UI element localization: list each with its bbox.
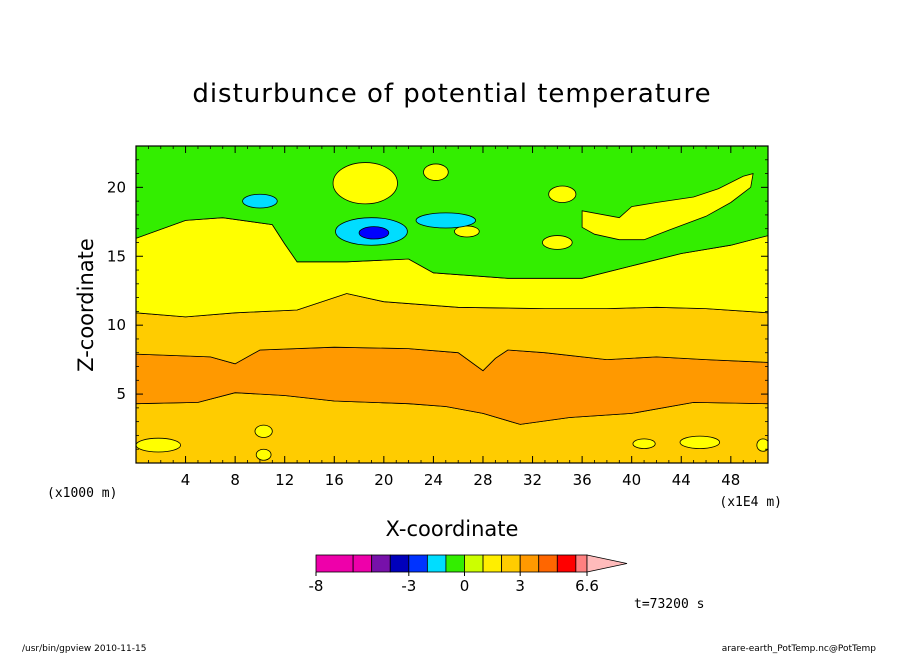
colorbar-segment <box>315 554 354 573</box>
colorbar-segment <box>575 554 588 573</box>
x-unit-left: (x1000 m) <box>47 486 117 501</box>
contour-island-3 <box>632 438 656 449</box>
colorbar-label: 6.6 <box>575 577 599 595</box>
colorbar-segment <box>519 554 540 573</box>
x-tick-label: 32 <box>523 471 542 489</box>
y-axis-ticks: 5 10 15 20 <box>107 159 768 450</box>
y-axis-title: Z-coordinate <box>74 238 98 372</box>
contour-island-14 <box>358 226 390 240</box>
contour-island-4 <box>679 435 721 449</box>
contour-island-6 <box>332 162 398 205</box>
x-tick-label: 24 <box>424 471 443 489</box>
x-axis-title: X-coordinate <box>386 517 519 541</box>
contour-island-11 <box>242 193 278 209</box>
colorbar-label: 0 <box>460 577 470 595</box>
plot-area <box>136 146 768 463</box>
x-unit-right: (x1E4 m) <box>719 495 782 510</box>
contour-island-5 <box>756 438 768 452</box>
x-tick-label: 28 <box>473 471 492 489</box>
contour-island-10 <box>542 235 573 250</box>
x-tick-label: 44 <box>672 471 691 489</box>
colorbar-segment <box>482 554 503 573</box>
colorbar-segment <box>445 554 465 573</box>
contour-island-1 <box>254 424 273 438</box>
colorbar-segment <box>538 554 558 573</box>
colorbar-labels: -8 -3 0 3 6.6 <box>309 572 599 595</box>
x-tick-label: 4 <box>181 471 191 489</box>
y-tick-label: 10 <box>107 316 126 334</box>
contour-island-2 <box>255 448 272 461</box>
footer-right: arare-earth_PotTemp.nc@PotTemp <box>722 644 877 654</box>
colorbar-segment <box>426 554 447 573</box>
chart-title: disturbunce of potential temperature <box>192 79 711 109</box>
contour-band-top <box>136 146 768 279</box>
colorbar-segment <box>408 554 428 573</box>
contour-island-7 <box>423 163 449 181</box>
contour-ridge <box>581 173 754 241</box>
x-tick-label: 40 <box>622 471 641 489</box>
x-tick-label: 48 <box>721 471 740 489</box>
x-tick-label: 16 <box>325 471 344 489</box>
colorbar-overflow-arrow <box>586 554 628 573</box>
contour-island-9 <box>548 185 577 203</box>
colorbar-segment <box>556 554 577 573</box>
colorbar <box>315 554 628 573</box>
contour-island-13 <box>415 212 476 229</box>
plot-frame <box>135 145 769 464</box>
colorbar-segment <box>389 554 410 573</box>
colorbar-label: -8 <box>309 577 324 595</box>
x-axis-ticks: 4 8 12 16 20 24 28 32 36 40 44 48 <box>147 146 757 489</box>
x-tick-label: 12 <box>275 471 294 489</box>
x-tick-label: 8 <box>230 471 240 489</box>
colorbar-label: -3 <box>401 577 416 595</box>
time-label: t=73200 s <box>634 597 704 612</box>
y-tick-label: 15 <box>107 247 126 265</box>
footer-left: /usr/bin/gpview 2010-11-15 <box>22 644 146 654</box>
y-tick-label: 20 <box>107 178 126 196</box>
colorbar-segment <box>371 554 391 573</box>
colorbar-label: 3 <box>515 577 525 595</box>
colorbar-segment <box>501 554 521 573</box>
x-tick-label: 36 <box>573 471 592 489</box>
colorbar-segment <box>464 554 484 573</box>
colorbar-segment <box>352 554 373 573</box>
x-tick-label: 20 <box>374 471 393 489</box>
y-tick-label: 5 <box>116 385 126 403</box>
contour-island-0 <box>136 437 182 453</box>
